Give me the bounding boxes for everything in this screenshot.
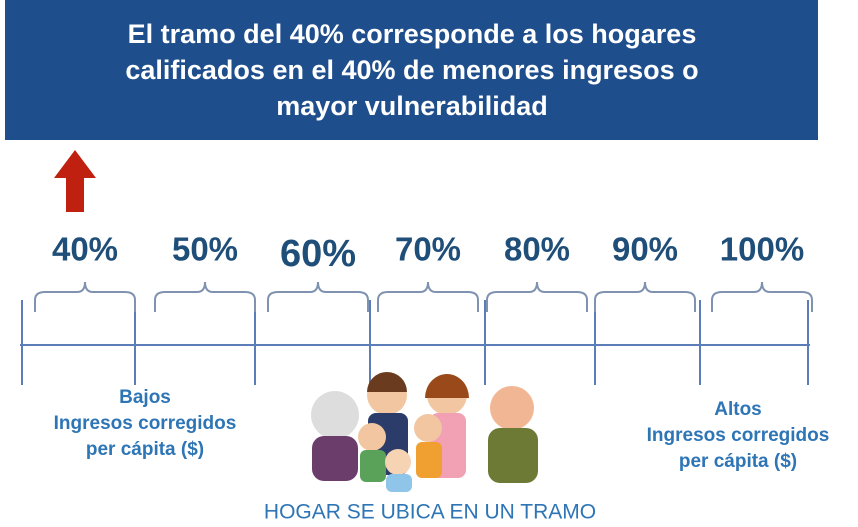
- left-label-line: Bajos: [119, 387, 171, 408]
- percent-label: 70%: [395, 231, 461, 268]
- family-illustration: [311, 372, 538, 492]
- bracket: [35, 282, 135, 312]
- bracket: [487, 282, 587, 312]
- percent-label: 90%: [612, 231, 678, 268]
- percent-label: 40%: [52, 231, 118, 268]
- percent-label: 60%: [280, 233, 356, 275]
- percent-label: 50%: [172, 231, 238, 268]
- scale: 40% 50% 60% 70% 80% 90% 100%: [35, 231, 812, 312]
- percent-label: 80%: [504, 231, 570, 268]
- header-line: El tramo del 40% corresponde a los hogar…: [128, 19, 697, 49]
- right-label-line: per cápita ($): [679, 451, 797, 472]
- diagram: El tramo del 40% corresponde a los hogar…: [0, 0, 858, 527]
- percent-label: 100%: [720, 231, 804, 268]
- header-line: mayor vulnerabilidad: [276, 91, 548, 121]
- axis-ticks: [22, 300, 808, 385]
- left-label-line: per cápita ($): [86, 439, 204, 460]
- right-label-line: Altos: [714, 399, 762, 420]
- right-label-line: Ingresos corregidos: [647, 425, 830, 446]
- left-label: Bajos Ingresos corregidos per cápita ($): [54, 387, 237, 460]
- bracket: [155, 282, 255, 312]
- bracket: [378, 282, 478, 312]
- bracket: [712, 282, 812, 312]
- caption: HOGAR SE UBICA EN UN TRAMO: [264, 501, 596, 524]
- left-label-line: Ingresos corregidos: [54, 413, 237, 434]
- bracket: [268, 282, 368, 312]
- up-arrow: [54, 150, 96, 212]
- header-line: calificados en el 40% de menores ingreso…: [125, 55, 698, 85]
- bracket: [595, 282, 695, 312]
- right-label: Altos Ingresos corregidos per cápita ($): [647, 399, 830, 472]
